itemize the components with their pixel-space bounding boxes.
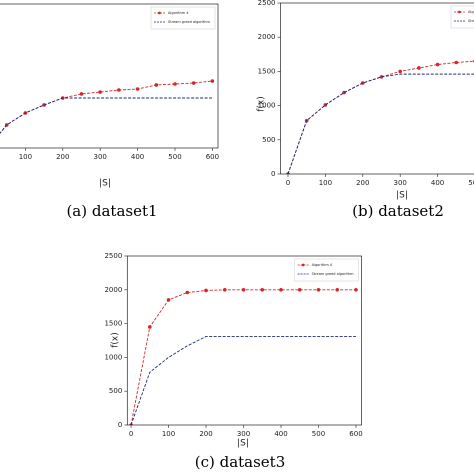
y-tick-label: 500: [109, 387, 122, 395]
x-tick-label: 200: [199, 430, 212, 438]
x-tick-label: 0: [286, 179, 290, 187]
legend-label: Stream greed algorithm: [168, 20, 210, 24]
series-line: [0, 80, 213, 134]
series-marker: [166, 298, 171, 302]
legend: Algorithm 4 Stream greed algorithm: [294, 258, 359, 282]
legend-box: [150, 6, 216, 30]
series-marker: [191, 81, 196, 85]
caption: (a) dataset1: [66, 202, 157, 220]
legend: Algorithm 4 Stream greed algorithm: [450, 5, 474, 29]
x-tick-label: 300: [93, 153, 106, 161]
x-tick-label: 600: [349, 430, 362, 438]
x-tick-label: 200: [356, 179, 369, 187]
plot-frame: [0, 3, 219, 149]
plot-area: [129, 288, 358, 425]
x-tick-label: 0: [129, 430, 133, 438]
y-tick-label: 1500: [258, 67, 276, 75]
series-marker: [354, 288, 358, 292]
y-axis-label: f(x): [111, 332, 121, 348]
x-tick-label: 400: [431, 179, 444, 187]
legend-marker: [301, 263, 305, 267]
y-tick-label: 500: [262, 136, 275, 144]
legend-box: [294, 258, 359, 282]
series-marker: [454, 60, 459, 65]
x-axis-label: |S|: [237, 439, 249, 449]
series-marker: [204, 288, 208, 293]
series-line: [130, 335, 356, 425]
x-axis-label: |S|: [99, 179, 111, 189]
series-marker: [98, 90, 102, 94]
series-marker: [241, 288, 246, 292]
series-marker: [210, 79, 215, 83]
series-marker: [154, 83, 159, 87]
series-marker: [173, 82, 177, 86]
series-marker: [147, 325, 152, 329]
plot-area: [286, 59, 474, 174]
series-marker: [279, 288, 283, 292]
y-tick-label: 0: [118, 421, 122, 429]
series-marker: [417, 66, 421, 70]
caption: (c) dataset3: [195, 453, 286, 471]
x-tick-label: 500: [312, 430, 325, 438]
y-tick-label: 2500: [258, 0, 276, 7]
x-tick-label: 400: [131, 153, 144, 161]
legend-label: Stream greed algorithm: [468, 19, 474, 23]
series-marker: [297, 288, 302, 292]
x-axis-label: |S|: [396, 191, 408, 201]
series-line: [0, 97, 213, 134]
series-marker: [117, 88, 121, 92]
x-tick-label: 500: [468, 179, 474, 187]
series-marker: [222, 288, 227, 292]
y-tick-label: 1500: [104, 320, 122, 328]
plot-frame: [126, 255, 362, 426]
series-line: [130, 289, 356, 425]
caption: (b) dataset2: [352, 202, 444, 220]
legend: Algorithm 4 Stream greed algorithm: [150, 6, 216, 30]
x-tick-label: 100: [319, 179, 332, 187]
y-tick-label: 2000: [104, 286, 122, 294]
series-marker: [435, 62, 440, 67]
x-tick-label: 500: [168, 153, 181, 161]
x-tick-label: 300: [237, 430, 250, 438]
legend-label: Algorithm 4: [468, 10, 474, 14]
legend-label: Algorithm 4: [168, 11, 189, 15]
series-marker: [398, 69, 402, 74]
legend-marker: [158, 11, 161, 15]
x-tick-label: 300: [393, 179, 406, 187]
y-tick-label: 0: [271, 170, 275, 178]
x-tick-label: 400: [274, 430, 287, 438]
legend-label: Algorithm 4: [312, 263, 333, 267]
x-tick-label: 200: [56, 153, 69, 161]
x-tick-label: 100: [19, 153, 32, 161]
y-tick-label: 1000: [104, 353, 122, 361]
plot-frame: [280, 2, 474, 175]
series-marker: [335, 288, 340, 292]
subplot: 0 100 200 300 400 500 600 0 500 1000 1500 2000 2500 A…: [104, 252, 362, 471]
series-marker: [185, 290, 190, 295]
legend-label: Stream greed algorithm: [312, 272, 354, 276]
series-line: [287, 73, 474, 174]
y-tick-label: 1000: [258, 102, 276, 110]
series-marker: [79, 92, 84, 96]
legend-marker: [458, 10, 461, 14]
y-tick-label: 2000: [258, 33, 276, 41]
series-marker: [135, 87, 140, 91]
y-tick-label: 2500: [104, 252, 122, 260]
series-marker: [316, 288, 321, 292]
legend-box: [450, 5, 474, 29]
series-marker: [260, 288, 265, 292]
plot-area: [0, 79, 215, 134]
x-tick-label: 100: [162, 430, 175, 438]
y-axis-label: f(x): [257, 96, 267, 112]
subplot: 0 100 200 300 400 500 0 500 1000 1500 2000 2500 Algo…: [257, 0, 474, 220]
subplot: 100 200 300 400 500 600 Algorithm 4 Stream gree…: [0, 3, 219, 220]
x-tick-label: 600: [206, 153, 219, 161]
